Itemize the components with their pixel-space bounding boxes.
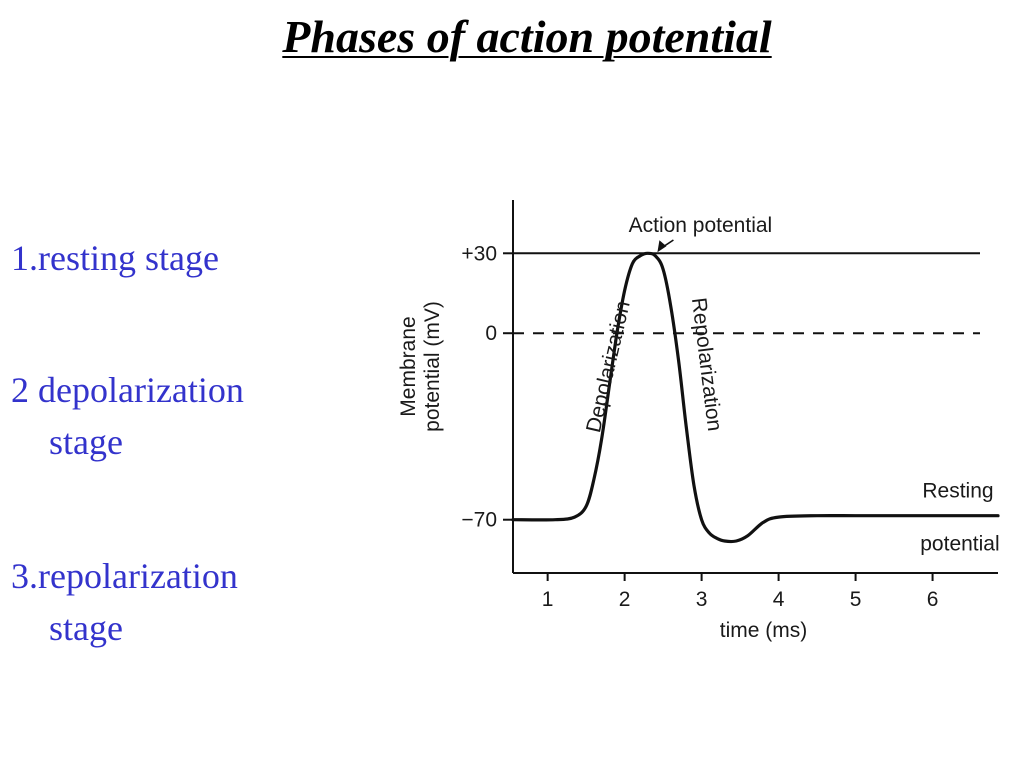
stage-item-repolarization: 3.repolarization stage xyxy=(11,550,238,654)
repolarization-label: Repolarization xyxy=(687,296,726,432)
resting-label: Resting xyxy=(922,480,993,503)
depolarization-label: Depolarization xyxy=(582,299,635,435)
y-tick-label: 0 xyxy=(485,322,497,345)
potential-label: potential xyxy=(920,532,999,555)
stage-label: 2 depolarization xyxy=(11,370,244,410)
stage-label: 1.resting stage xyxy=(11,238,219,278)
x-tick-label: 1 xyxy=(542,588,554,611)
y-axis-label: Membrane xyxy=(397,316,420,416)
x-tick-label: 2 xyxy=(619,588,631,611)
action-potential-chart: +300−701 2 3 4 5 6 time (ms)Membrane potential… xyxy=(397,200,1000,642)
stage-label-continuation: stage xyxy=(49,608,123,648)
stage-label-continuation: stage xyxy=(49,422,123,462)
y-tick-label: +30 xyxy=(461,242,497,265)
stage-label: 3.repolarization xyxy=(11,556,238,596)
x-tick-label: 6 xyxy=(927,588,939,611)
y-axis-label-units: potential (mV) xyxy=(421,301,444,432)
x-axis-label: time (ms) xyxy=(720,619,808,642)
x-tick-label: 4 xyxy=(773,588,785,611)
x-tick-label: 3 xyxy=(696,588,708,611)
stage-item-depolarization: 2 depolarization stage xyxy=(11,364,244,468)
slide-title: Phases of action potential xyxy=(282,11,772,62)
action-potential-label: Action potential xyxy=(629,214,773,237)
x-tick-label: 5 xyxy=(850,588,862,611)
membrane-potential-curve xyxy=(511,251,1000,544)
arrow-head-icon xyxy=(657,240,667,253)
stage-item-resting: 1.resting stage xyxy=(11,232,219,284)
y-tick-label: −70 xyxy=(461,509,497,532)
